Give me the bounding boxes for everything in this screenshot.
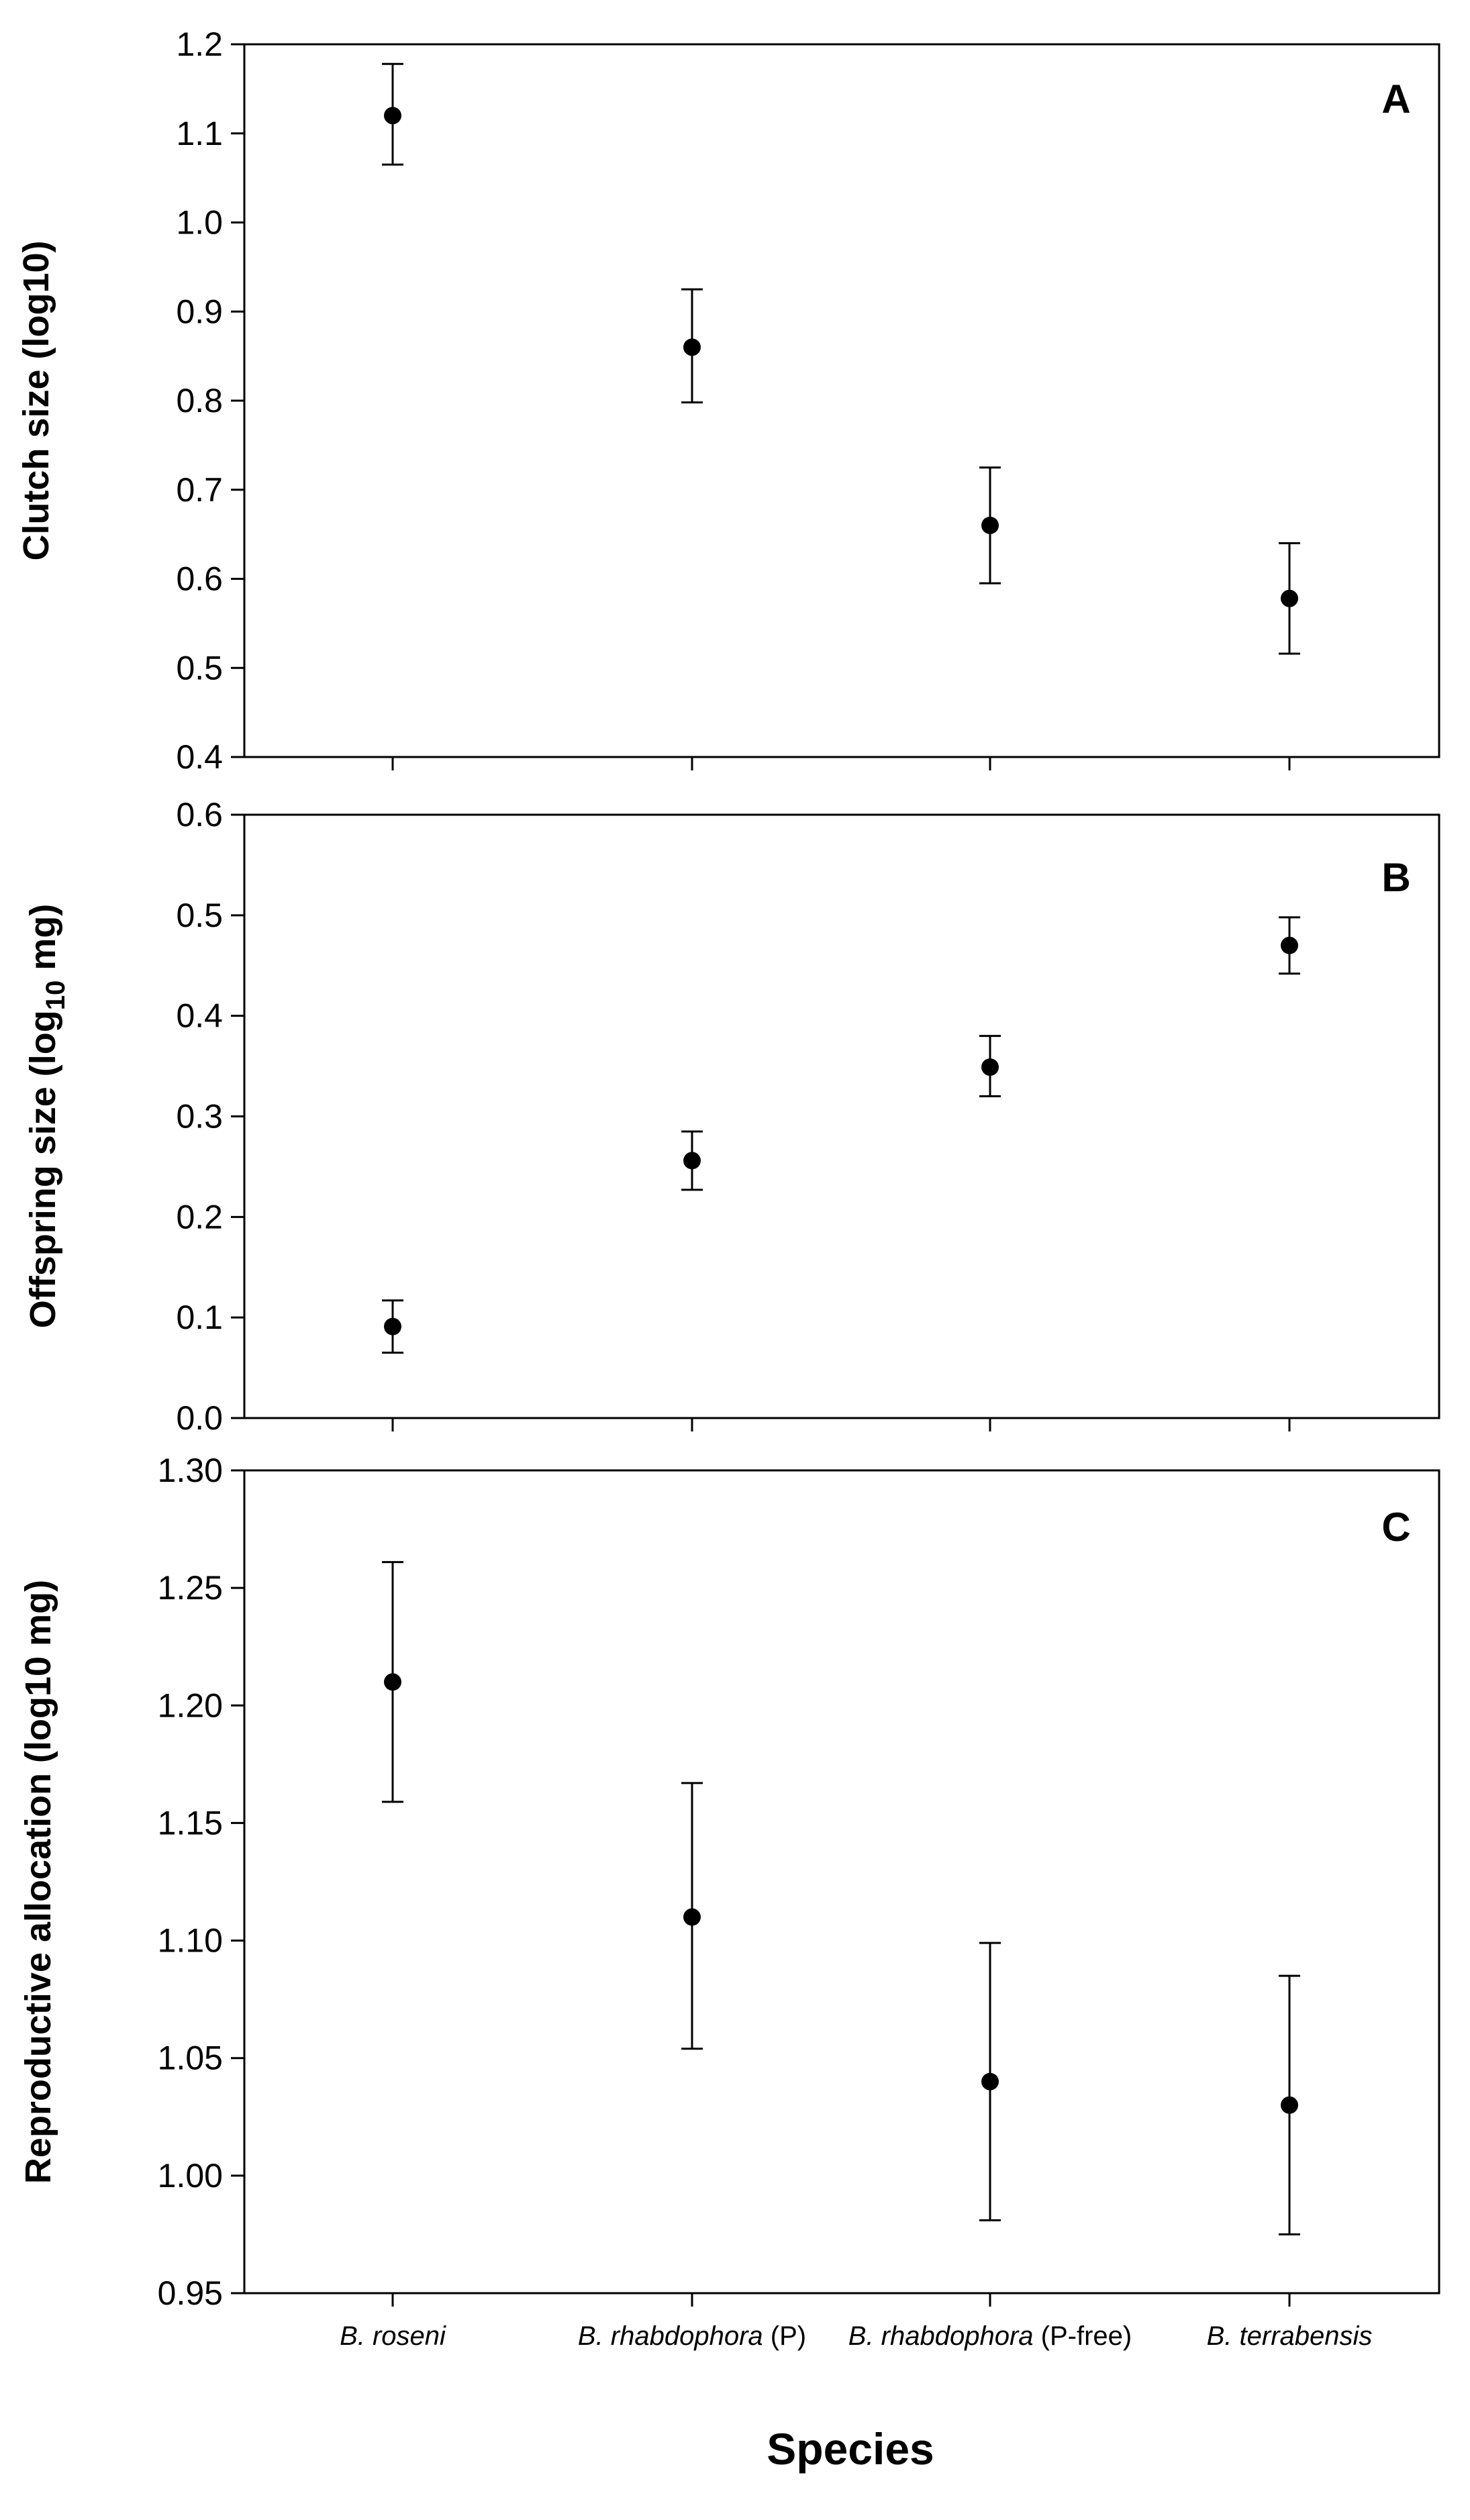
panel-c-x-ticks bbox=[391, 2293, 1291, 2307]
panel-b-data-point bbox=[981, 1058, 999, 1076]
panel-c-y-axis-label: Reproductive allocation (log10 mg) bbox=[18, 1580, 58, 2184]
panel-b-ylabel-end: mg) bbox=[23, 904, 63, 980]
panel-c-y-tick-label: 1.30 bbox=[158, 1452, 223, 1489]
panel-b-y-tick-label: 0.3 bbox=[176, 1098, 223, 1136]
x-category-label-species: B. terrabensis bbox=[1207, 2321, 1373, 2351]
panel-c-label: C bbox=[1381, 1505, 1410, 1550]
panel-c-y-tick-label: 1.00 bbox=[158, 2157, 223, 2195]
panel-b-label: B bbox=[1381, 855, 1410, 900]
panel-c-y-tick-label: 1.20 bbox=[158, 1686, 223, 1724]
panel-c-data-point bbox=[384, 1673, 401, 1691]
panel-b-y-axis-label: Offspring size (log10 mg) bbox=[23, 904, 70, 1329]
panel-a-data-point bbox=[1281, 589, 1298, 607]
panel-b-data-point bbox=[683, 1152, 701, 1170]
panel-b: 0.0 0.1 0.2 0.3 0.4 0.5 0.6 Offspring size (lo… bbox=[23, 796, 1440, 1437]
x-category-labels: B. roseni B. rhabdophora (P) B. rhabdophor… bbox=[340, 2321, 1372, 2351]
panel-a-y-tick-label: 0.9 bbox=[176, 293, 223, 330]
panel-a-y-tick-label: 0.8 bbox=[176, 382, 223, 419]
panel-b-frame bbox=[243, 813, 1440, 1419]
panel-c: 0.95 1.00 1.05 1.10 1.15 1.20 1.25 1.30 Reprodu… bbox=[18, 1452, 1440, 2312]
panel-c-data-point bbox=[683, 1908, 701, 1926]
panel-c-y-tick-label: 1.25 bbox=[158, 1569, 223, 1607]
x-category-label: B. terrabensis bbox=[1207, 2321, 1373, 2351]
panel-b-y-tick-label: 0.4 bbox=[176, 997, 223, 1035]
panel-b-y-tick-label: 0.6 bbox=[176, 796, 223, 834]
panel-b-data-point bbox=[1281, 936, 1298, 954]
panel-a-y-ticks: 0.4 0.5 0.6 0.7 0.8 0.9 1.0 1.1 1.2 bbox=[176, 26, 244, 776]
panel-a-y-tick-label: 0.5 bbox=[176, 649, 223, 687]
panel-a-label: A bbox=[1381, 77, 1410, 121]
panel-b-ylabel-subscript: 10 bbox=[41, 980, 70, 1011]
panel-b-data-point bbox=[384, 1317, 401, 1335]
panel-a-data-point bbox=[683, 338, 701, 356]
panel-a-data-point bbox=[384, 107, 401, 125]
panel-b-ylabel-main: Offspring size (log bbox=[23, 1010, 63, 1328]
x-category-label-suffix: (P-free) bbox=[1034, 2321, 1132, 2351]
panel-a-y-tick-label: 0.6 bbox=[176, 560, 223, 598]
panel-b-y-tick-label: 0.1 bbox=[176, 1299, 223, 1336]
panel-a: 0.4 0.5 0.6 0.7 0.8 0.9 1.0 1.1 1.2 Clutch size … bbox=[16, 26, 1440, 776]
panel-c-y-tick-label: 1.05 bbox=[158, 2039, 223, 2077]
panel-c-frame bbox=[243, 1469, 1440, 2295]
x-category-label: B. roseni bbox=[340, 2321, 446, 2351]
x-category-label: B. rhabdophora (P) bbox=[578, 2321, 806, 2351]
x-category-label-species: B. rhabdophora bbox=[848, 2321, 1034, 2351]
panel-a-marks bbox=[382, 62, 1300, 655]
panel-c-y-tick-label: 1.10 bbox=[158, 1922, 223, 1960]
panel-a-data-point bbox=[981, 516, 999, 534]
panel-a-y-tick-label: 0.4 bbox=[176, 738, 223, 776]
panel-a-frame bbox=[243, 43, 1440, 758]
panel-c-marks bbox=[382, 1561, 1300, 2235]
panel-a-y-tick-label: 1.0 bbox=[176, 204, 223, 242]
panel-a-x-ticks bbox=[391, 757, 1291, 770]
panel-b-y-tick-label: 0.2 bbox=[176, 1198, 223, 1236]
x-axis-label: Species bbox=[767, 2424, 934, 2474]
panel-c-y-tick-label: 1.15 bbox=[158, 1804, 223, 1842]
x-category-label-suffix: (P) bbox=[763, 2321, 806, 2351]
panel-b-y-tick-label: 0.0 bbox=[176, 1399, 223, 1437]
panel-c-y-tick-label: 0.95 bbox=[158, 2274, 223, 2312]
panel-c-y-ticks: 0.95 1.00 1.05 1.10 1.15 1.20 1.25 1.30 bbox=[158, 1452, 244, 2312]
panel-b-x-ticks bbox=[391, 1418, 1291, 1431]
panel-b-y-ticks: 0.0 0.1 0.2 0.3 0.4 0.5 0.6 bbox=[176, 796, 244, 1437]
panel-a-y-tick-label: 1.1 bbox=[176, 115, 223, 152]
x-category-label-species: B. roseni bbox=[340, 2321, 446, 2351]
x-category-label-species: B. rhabdophora bbox=[578, 2321, 763, 2351]
panel-b-y-tick-label: 0.5 bbox=[176, 897, 223, 934]
panel-a-y-tick-label: 1.2 bbox=[176, 26, 223, 63]
panel-a-y-tick-label: 0.7 bbox=[176, 471, 223, 509]
panel-a-y-axis-label: Clutch size (log10) bbox=[16, 240, 56, 560]
panel-c-data-point bbox=[1281, 2096, 1298, 2114]
x-category-label: B. rhabdophora (P-free) bbox=[848, 2321, 1132, 2351]
panel-b-marks bbox=[382, 916, 1300, 1354]
panel-c-data-point bbox=[981, 2072, 999, 2090]
